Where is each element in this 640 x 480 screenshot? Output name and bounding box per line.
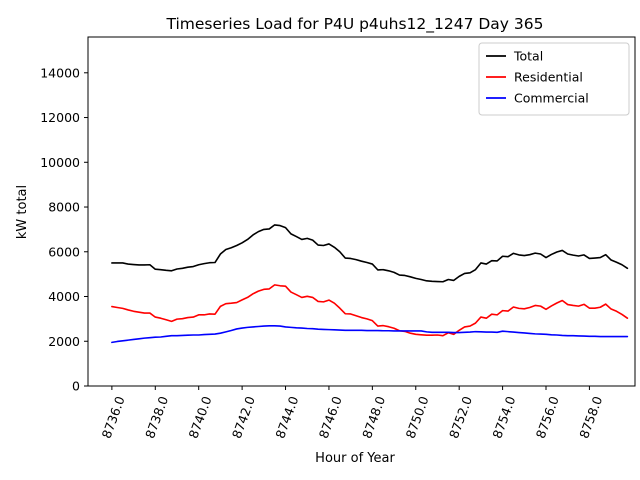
series-line-residential (111, 284, 629, 337)
y-axis-ticks: 0 2000 4000 6000 8000 10000 12000 14000 (40, 65, 88, 394)
y-axis-label: kW total (15, 185, 30, 239)
legend-label-total: Total (513, 49, 543, 64)
x-axis-label: Hour of Year (315, 451, 395, 466)
y-tick-label: 2000 (48, 334, 80, 349)
legend: Total Residential Commercial (478, 42, 630, 116)
plot-frame (87, 36, 636, 387)
y-tick-label: 14000 (40, 65, 80, 80)
y-tick-label: 4000 (48, 289, 80, 304)
plot-lines (111, 224, 629, 344)
chart-title: Timeseries Load for P4U p4uhs12_1247 Day… (166, 15, 544, 34)
y-tick-label: 0 (72, 379, 80, 394)
legend-label-commercial: Commercial (514, 91, 589, 106)
y-tick-label: 12000 (40, 110, 80, 125)
y-tick-label: 8000 (48, 200, 80, 215)
series-line-commercial (111, 325, 629, 344)
y-tick-label: 10000 (40, 155, 80, 170)
legend-label-residential: Residential (514, 70, 583, 85)
series-line-total (111, 224, 629, 283)
legend-box (478, 42, 630, 116)
y-tick-label: 6000 (48, 244, 80, 259)
